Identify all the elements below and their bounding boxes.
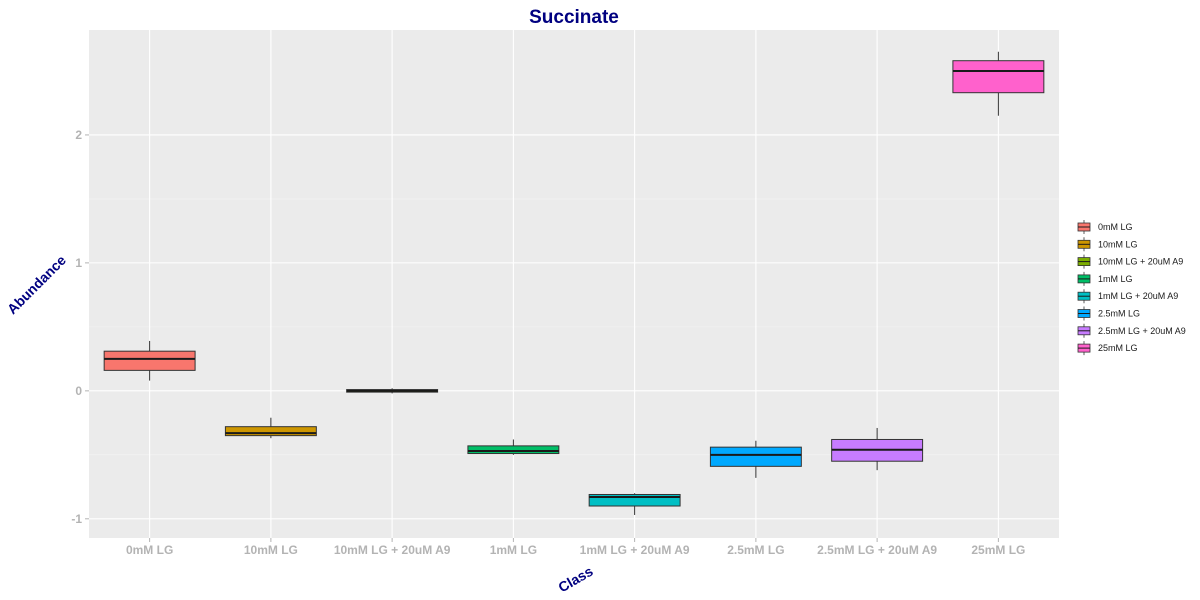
legend-item: 25mM LG [1077, 341, 1138, 356]
legend-label: 10mM LG [1098, 239, 1138, 249]
box [709, 446, 802, 467]
legend-item: 1mM LG [1077, 271, 1133, 286]
legend-label: 2.5mM LG [1098, 309, 1140, 319]
legend-label: 1mM LG [1098, 274, 1133, 284]
legend-label: 10mM LG + 20uM A9 [1098, 257, 1183, 267]
x-tick-label: 2.5mM LG [727, 543, 784, 557]
legend: 0mM LG 10mM LG 10mM LG + 20uM A9 1mM LG 1mM … [1077, 220, 1186, 356]
legend-label: 25mM LG [1098, 343, 1138, 353]
box [224, 426, 317, 437]
y-tick-label: 1 [75, 256, 82, 270]
boxplots [103, 51, 1045, 515]
boxplot-3 [467, 439, 560, 455]
x-tick-label: 25mM LG [971, 543, 1025, 557]
boxplot-7 [952, 51, 1045, 116]
x-axis-title: Class [555, 563, 596, 596]
x-tick-label: 1mM LG + 20uM A9 [580, 543, 690, 557]
legend-item: 2.5mM LG [1077, 306, 1140, 321]
legend-item: 1mM LG + 20uM A9 [1077, 289, 1178, 304]
y-axis-title: Abundance [4, 252, 69, 317]
box [467, 445, 560, 455]
x-axis-ticks: 0mM LG 10mM LG 10mM LG + 20uM A9 1mM LG 1mM … [126, 538, 1025, 557]
legend-item: 0mM LG [1077, 220, 1133, 234]
boxplot-0 [103, 340, 196, 381]
boxplot-4 [588, 493, 681, 515]
y-tick-label: 0 [75, 384, 82, 398]
plot-panel [89, 30, 1059, 538]
box [952, 60, 1045, 94]
legend-item: 10mM LG [1077, 237, 1138, 252]
x-tick-label: 1mM LG [490, 543, 537, 557]
box [103, 350, 196, 371]
legend-item: 2.5mM LG + 20uM A9 [1077, 323, 1186, 338]
boxplot-1 [224, 417, 317, 439]
legend-label: 0mM LG [1098, 222, 1133, 232]
y-tick-label: -1 [71, 512, 82, 526]
legend-label: 1mM LG + 20uM A9 [1098, 291, 1178, 301]
boxplot-5 [709, 440, 802, 478]
legend-item: 10mM LG + 20uM A9 [1077, 254, 1183, 269]
x-tick-label: 10mM LG + 20uM A9 [334, 543, 451, 557]
x-tick-label: 10mM LG [244, 543, 298, 557]
x-tick-label: 0mM LG [126, 543, 173, 557]
boxplot-6 [831, 427, 924, 471]
y-tick-label: 2 [75, 128, 82, 142]
chart-title: Succinate [529, 7, 619, 28]
box [588, 493, 681, 507]
boxplot-2 [346, 388, 439, 394]
y-axis-ticks: -1 0 1 2 [71, 128, 89, 526]
legend-label: 2.5mM LG + 20uM A9 [1098, 326, 1186, 336]
x-tick-label: 2.5mM LG + 20uM A9 [817, 543, 937, 557]
